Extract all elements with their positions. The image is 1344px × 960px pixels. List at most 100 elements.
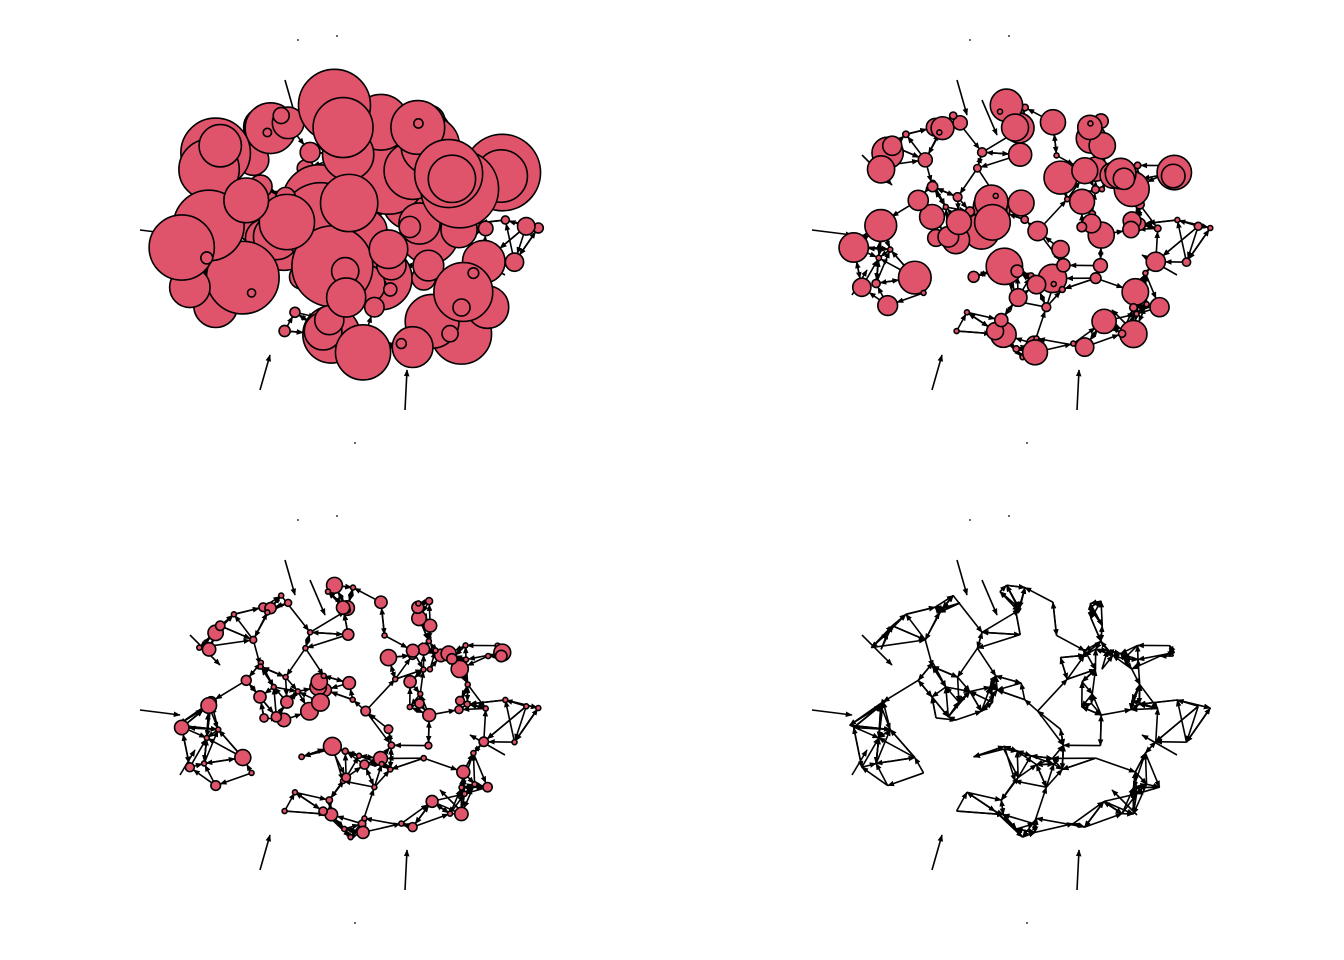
node xyxy=(838,232,870,264)
edge xyxy=(1101,654,1114,670)
node xyxy=(926,180,939,193)
edge xyxy=(955,677,962,703)
node xyxy=(535,704,542,712)
edge xyxy=(851,749,868,776)
edge xyxy=(419,670,426,693)
edge xyxy=(959,199,968,209)
edge xyxy=(1072,801,1105,825)
edge xyxy=(972,745,1005,758)
node xyxy=(952,191,963,203)
node xyxy=(478,736,490,748)
edge xyxy=(1084,812,1123,828)
edge xyxy=(186,709,204,724)
edge xyxy=(299,687,311,693)
edge xyxy=(966,791,996,812)
edge xyxy=(1121,786,1135,814)
edge xyxy=(1073,822,1086,828)
edge xyxy=(976,647,997,677)
node xyxy=(1193,221,1203,232)
node xyxy=(463,700,472,709)
node xyxy=(1041,301,1052,313)
edge xyxy=(936,187,954,197)
edge xyxy=(1113,229,1124,235)
edge xyxy=(411,707,424,714)
node xyxy=(1128,302,1139,313)
node xyxy=(875,254,883,262)
edge xyxy=(969,690,993,704)
edge xyxy=(1059,729,1066,746)
edge xyxy=(1061,757,1096,771)
edge xyxy=(274,686,297,693)
edge xyxy=(469,699,505,706)
node xyxy=(412,249,445,282)
edge xyxy=(891,204,911,217)
node xyxy=(976,147,988,158)
edge xyxy=(1123,658,1133,670)
edge xyxy=(416,813,450,827)
node xyxy=(324,588,332,595)
edge xyxy=(396,653,410,660)
edge xyxy=(1059,657,1069,680)
edge xyxy=(1006,583,1026,590)
edge xyxy=(996,689,1025,701)
node xyxy=(355,752,363,760)
node xyxy=(470,749,477,757)
edge xyxy=(887,772,924,787)
edge xyxy=(878,728,891,739)
edge xyxy=(1138,699,1178,707)
node xyxy=(920,289,927,297)
edge xyxy=(388,747,394,769)
edge xyxy=(285,810,326,817)
edge xyxy=(1120,644,1138,655)
edge xyxy=(1046,342,1072,351)
node xyxy=(422,707,437,723)
edge xyxy=(139,709,181,717)
node xyxy=(249,635,258,645)
edge xyxy=(1014,750,1021,778)
node xyxy=(1007,142,1033,167)
node xyxy=(363,296,385,318)
edge xyxy=(1144,219,1176,226)
edge xyxy=(309,579,326,616)
node xyxy=(272,106,290,125)
edge xyxy=(462,706,485,712)
edge xyxy=(193,762,203,769)
node xyxy=(942,203,950,211)
edge xyxy=(218,729,239,753)
node xyxy=(148,214,216,281)
node xyxy=(504,252,525,273)
edge xyxy=(1081,702,1093,709)
edge xyxy=(1095,757,1136,773)
node xyxy=(416,690,424,698)
corner-dot xyxy=(1026,922,1028,924)
node xyxy=(310,692,330,712)
edge xyxy=(861,766,889,787)
node xyxy=(347,833,354,841)
node xyxy=(871,278,881,289)
node xyxy=(522,702,530,710)
edge xyxy=(871,637,926,649)
edge xyxy=(1019,682,1026,700)
edge xyxy=(995,674,1022,684)
corner-dot xyxy=(354,922,356,924)
node xyxy=(398,215,422,239)
edge xyxy=(505,699,525,707)
node xyxy=(405,643,420,658)
node xyxy=(282,673,289,681)
edge xyxy=(519,231,537,256)
edge xyxy=(874,260,880,281)
edge xyxy=(223,614,234,624)
edge xyxy=(1064,279,1091,290)
node xyxy=(464,681,472,688)
edge xyxy=(401,804,429,824)
edge xyxy=(957,676,971,693)
edge xyxy=(994,810,1024,838)
node xyxy=(423,618,438,633)
node xyxy=(1070,340,1077,347)
edge xyxy=(811,709,853,717)
edge xyxy=(214,682,243,700)
edge xyxy=(1044,236,1055,245)
edge xyxy=(976,632,983,649)
node xyxy=(259,713,269,723)
